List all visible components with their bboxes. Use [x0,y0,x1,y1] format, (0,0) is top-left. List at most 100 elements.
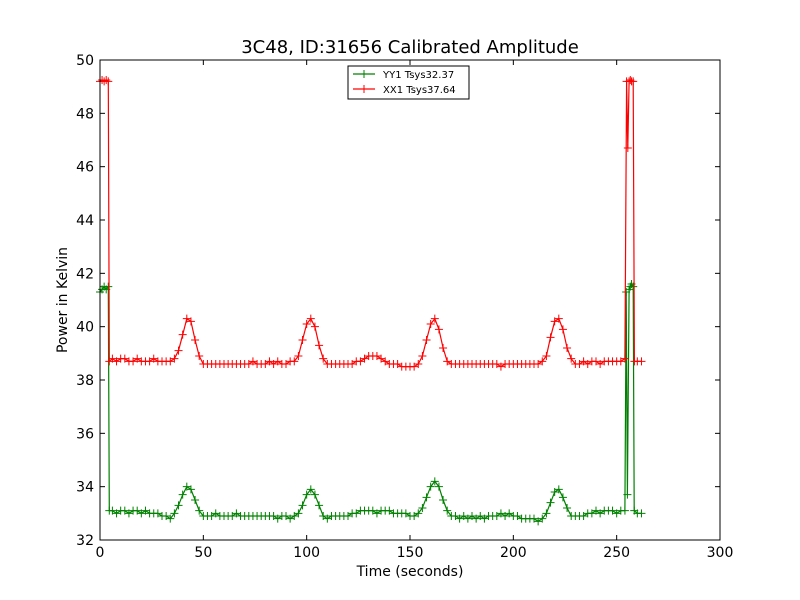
data-point [319,512,328,520]
data-point [137,509,146,518]
data-point [244,360,253,368]
data-point [145,357,154,366]
data-point [418,504,427,512]
data-point [612,509,621,518]
data-point [563,504,572,512]
data-point [162,512,171,520]
legend-label: YY1 Tsys32.37 [382,70,454,81]
y-tick-label: 50 [76,53,94,69]
data-point [195,352,204,360]
data-point [558,493,567,502]
data-point [443,506,452,515]
y-tick-label: 34 [76,480,94,496]
data-point [426,482,435,491]
data-point [575,360,584,368]
data-point [401,509,410,518]
data-point [191,496,200,504]
data-point [492,512,501,520]
data-point [422,336,431,344]
data-point [315,341,324,350]
data-point [620,506,629,515]
data-point [178,330,187,339]
data-point [248,357,257,366]
data-point [620,354,629,363]
data-point [191,336,200,344]
data-point [186,485,195,494]
data-point [182,482,191,491]
data-point [104,77,113,86]
data-point [546,333,555,342]
data-point [149,354,158,363]
data-point [195,506,204,515]
series-1 [96,280,646,526]
data-point [352,509,361,518]
data-point [496,362,505,371]
data-point [186,317,195,326]
data-point [596,360,605,368]
y-tick-label: 44 [76,213,94,229]
data-point [534,517,543,526]
data-point [426,320,435,328]
data-point [129,357,138,366]
data-point [133,506,142,515]
data-point [513,512,522,520]
data-point [623,144,632,152]
data-point [385,506,394,515]
data-point [356,357,365,366]
data-point [443,357,452,366]
data-point [459,512,468,520]
x-tick-label: 200 [500,545,527,561]
data-point [261,360,270,368]
data-point [434,325,443,334]
data-point [112,509,121,518]
data-point [348,360,357,368]
data-point [112,357,121,366]
data-point [294,352,303,360]
data-point [315,501,324,510]
data-point [637,509,646,518]
series-line [99,282,642,523]
data-point [232,509,241,518]
tick-labels: 0 50 100 150 200 250 300 32 34 36 38 40 42 44 46 48 50 [76,53,733,561]
data-point [108,506,117,515]
data-point [306,314,315,323]
data-point [102,76,111,84]
data-point [439,344,448,352]
data-point [298,501,307,510]
data-point [410,362,419,371]
data-point [587,509,596,518]
data-point [120,506,129,515]
legend-box [347,65,470,100]
data-point [623,490,632,499]
x-tick-label: 0 [96,545,105,561]
data-point [174,346,183,355]
data-point [178,490,187,499]
data-point [629,282,638,291]
data-point [434,482,443,491]
data-point [414,360,423,368]
y-axis-label: Power in Kelvin [55,247,71,353]
data-point [608,506,617,515]
data-point [302,320,311,328]
data-point [538,514,547,523]
data-point [492,360,501,368]
data-point [360,354,369,363]
data-point [455,514,464,523]
data-point [302,490,311,499]
data-point [468,512,476,520]
data-point [104,282,113,291]
data-point [542,352,551,360]
data-point [550,488,559,496]
data-point [542,509,551,518]
data-point [567,354,576,363]
data-point [480,514,489,523]
data-point [430,314,439,323]
data-point [273,357,282,366]
data-point [377,354,386,363]
data-point [550,317,559,326]
legend-marker [360,70,368,78]
data-point [310,490,319,499]
data-point [265,357,274,366]
data-point [310,322,319,331]
data-point [629,77,638,86]
